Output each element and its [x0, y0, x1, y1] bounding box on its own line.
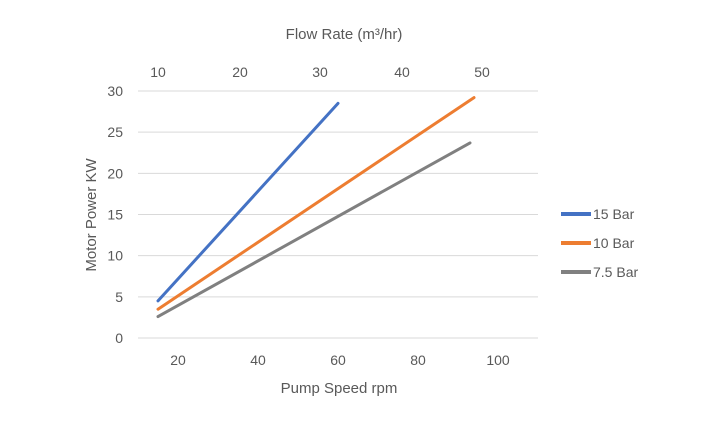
legend-label: 10 Bar [593, 235, 635, 251]
series-line-2 [156, 141, 472, 319]
legend-label: 15 Bar [593, 206, 635, 222]
y-tick-label: 0 [115, 330, 123, 346]
legend-label: 7.5 Bar [593, 264, 638, 280]
y-axis-title: Motor Power KW [83, 157, 100, 271]
y-tick-label: 5 [115, 289, 123, 305]
x2-axis-title: Flow Rate (m³/hr) [286, 26, 403, 43]
y-tick-label: 15 [107, 207, 123, 223]
x2-tick-label: 10 [150, 64, 166, 80]
gridlines [138, 90, 538, 339]
x2-tick-label: 20 [232, 64, 248, 80]
series-line-1 [156, 96, 476, 311]
series-line-0 [156, 101, 340, 303]
x2-tick-label: 30 [312, 64, 328, 80]
x-axis-title: Pump Speed rpm [281, 380, 398, 397]
x-tick-labels: 20 40 60 80 100 [170, 352, 510, 368]
secondary-x-tick-labels: 10 20 30 40 50 [150, 64, 490, 80]
legend: 15 Bar 10 Bar 7.5 Bar [561, 206, 638, 280]
y-tick-label: 20 [107, 165, 123, 181]
y-tick-labels: 0 5 10 15 20 25 30 [107, 83, 123, 346]
y-tick-label: 30 [107, 83, 123, 99]
x2-tick-label: 50 [474, 64, 490, 80]
x-tick-label: 100 [486, 352, 510, 368]
x2-tick-label: 40 [394, 64, 410, 80]
y-tick-label: 25 [107, 124, 123, 140]
x-tick-label: 80 [410, 352, 426, 368]
x-tick-label: 40 [250, 352, 266, 368]
series-lines [156, 96, 476, 319]
x-tick-label: 20 [170, 352, 186, 368]
x-tick-label: 60 [330, 352, 346, 368]
y-tick-label: 10 [107, 248, 123, 264]
